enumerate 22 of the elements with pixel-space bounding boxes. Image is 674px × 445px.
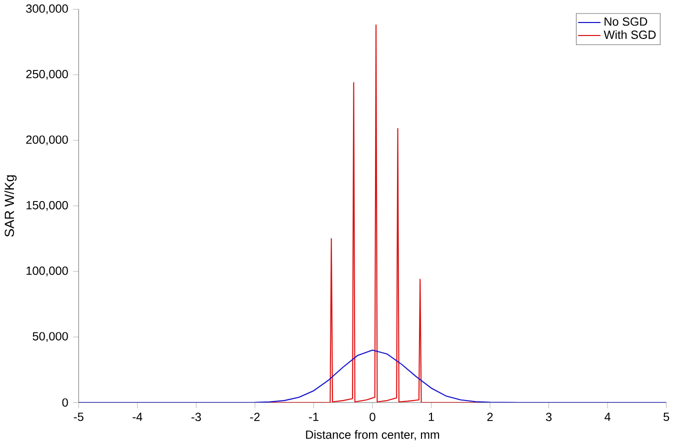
x-tick-label: 4 <box>604 412 610 422</box>
x-tick-label: -5 <box>74 412 84 422</box>
y-tick-label: 0 <box>62 398 68 407</box>
y-tick-label: 250,000 <box>26 70 68 80</box>
x-tick-label: 2 <box>487 412 493 422</box>
x-tick-label: -4 <box>132 412 142 422</box>
x-tick-label: -1 <box>309 412 318 422</box>
x-tick-label: -3 <box>191 412 201 422</box>
y-tick-label: 100,000 <box>26 266 68 276</box>
x-tick-label: 1 <box>428 412 434 422</box>
y-tick-label: 200,000 <box>26 136 68 146</box>
y-tick-label: 50,000 <box>32 332 68 342</box>
x-tick-label: 3 <box>546 412 552 422</box>
legend-label: No SGD <box>604 18 648 26</box>
y-axis-title: SAR W/Kg <box>4 176 17 237</box>
y-tick-label: 300,000 <box>26 4 68 14</box>
x-axis-title: Distance from center, mm <box>306 430 440 440</box>
x-tick-label: -2 <box>250 412 260 422</box>
x-tick-label: 5 <box>664 412 670 422</box>
y-tick-label: 150,000 <box>26 201 68 211</box>
x-tick-label: 0 <box>370 412 376 422</box>
legend-label: With SGD <box>604 30 656 40</box>
